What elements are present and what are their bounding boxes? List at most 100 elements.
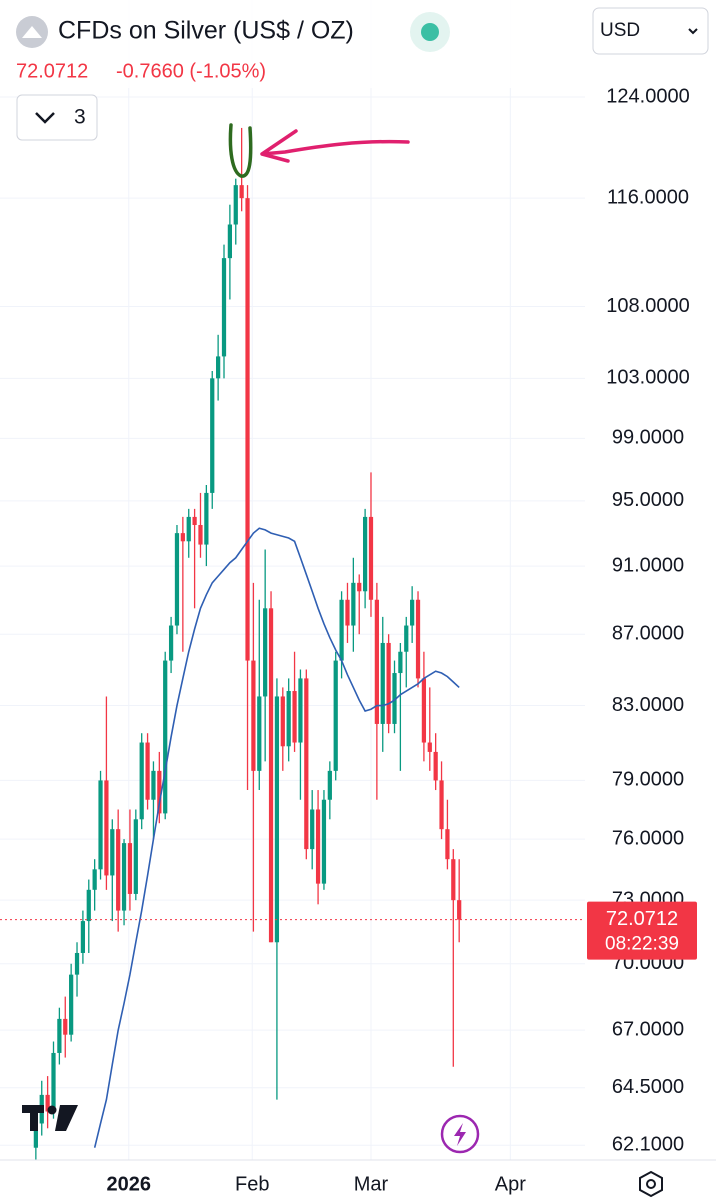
y-tick-label: 83.0000 xyxy=(612,694,684,716)
candle-body xyxy=(145,742,150,800)
settings-button[interactable] xyxy=(639,1170,663,1198)
hand-drawn-arrow xyxy=(260,129,410,163)
countdown-label: 08:22:39 xyxy=(605,934,679,955)
chart-title: CFDs on Silver (US$ / OZ) xyxy=(58,17,354,45)
price-tag-label: 72.0712 xyxy=(606,908,678,930)
lightning-button[interactable] xyxy=(440,1114,480,1154)
candle-body xyxy=(380,642,385,724)
candle-body xyxy=(292,691,297,743)
candle-body xyxy=(398,651,403,674)
candle-body xyxy=(98,780,103,870)
candle-body xyxy=(69,974,74,1035)
candle-body xyxy=(221,258,227,357)
candle-body xyxy=(310,809,315,850)
candle-body xyxy=(315,809,321,884)
currency-select[interactable]: USD xyxy=(592,7,709,55)
candle-body xyxy=(186,516,191,542)
candle-body xyxy=(245,198,250,661)
candle-body xyxy=(110,829,115,876)
candle-body xyxy=(239,185,244,199)
candle-body xyxy=(421,678,427,743)
candle-body xyxy=(192,516,197,525)
symbol-logo xyxy=(16,16,48,48)
y-tick-label: 124.0000 xyxy=(606,85,689,107)
candle-body xyxy=(163,660,168,814)
candle-body xyxy=(374,599,379,724)
price-change: -0.7660 (-1.05%) xyxy=(116,60,266,82)
candle-body xyxy=(104,780,109,876)
y-tick-label: 116.0000 xyxy=(607,186,689,208)
candle-body xyxy=(439,780,444,830)
y-tick-label: 79.0000 xyxy=(612,769,684,791)
candle-body xyxy=(321,799,327,884)
y-tick-label: 108.0000 xyxy=(606,295,689,317)
y-tick-label: 76.0000 xyxy=(612,827,684,849)
candle-body xyxy=(204,492,209,545)
candle-body xyxy=(227,224,233,259)
candle-body xyxy=(333,660,338,771)
candle-body xyxy=(127,843,133,894)
candle-body xyxy=(392,673,397,724)
candle-body xyxy=(216,356,221,379)
candle-body xyxy=(268,608,274,943)
candle-body xyxy=(116,829,121,911)
candle-body xyxy=(168,625,174,661)
candle-body xyxy=(45,1094,50,1112)
grid xyxy=(0,0,585,1160)
candle-body xyxy=(63,1018,68,1035)
candle-body xyxy=(415,599,421,679)
candle-body xyxy=(433,751,438,781)
y-tick-label: 87.0000 xyxy=(612,622,684,644)
axis: 124.0000 116.0000 108.0000 103.0000 99.0000 9… xyxy=(0,85,716,1195)
candle-body xyxy=(198,524,203,545)
candle-body xyxy=(280,696,285,747)
y-tick-label: 64.5000 xyxy=(612,1076,684,1098)
x-tick-label: Feb xyxy=(235,1173,269,1195)
indicator-count[interactable]: 3 xyxy=(74,106,86,129)
y-tick-label: 99.0000 xyxy=(612,427,684,449)
candle-body xyxy=(445,829,450,860)
candle-body xyxy=(274,696,280,943)
currency-label[interactable]: USD xyxy=(600,20,640,41)
tradingview-logo xyxy=(22,1105,78,1131)
candle-body xyxy=(57,1018,62,1053)
x-tick-label: Apr xyxy=(495,1173,526,1195)
header-bg xyxy=(0,0,585,88)
candle-body xyxy=(157,770,162,814)
candle-body xyxy=(304,678,309,850)
candle-body xyxy=(286,691,291,747)
candle-body xyxy=(92,869,97,890)
candle-body xyxy=(404,625,409,652)
candle-body xyxy=(51,1052,56,1112)
candle-body xyxy=(33,1123,38,1148)
candle-body xyxy=(410,599,415,626)
moving-average-line xyxy=(93,527,460,1148)
candle-body xyxy=(339,599,344,661)
candle-body xyxy=(345,599,350,626)
indicator-toggle[interactable]: 3 xyxy=(16,94,98,141)
candle-body xyxy=(233,185,238,225)
candle-body xyxy=(457,900,462,920)
candle-body xyxy=(251,660,256,771)
candle-body xyxy=(74,952,80,975)
candle-body xyxy=(357,582,362,592)
candle-body xyxy=(386,642,391,724)
plot xyxy=(0,127,585,1160)
candle-body xyxy=(151,770,156,800)
y-tick-label: 62.1000 xyxy=(612,1134,684,1156)
status-dot xyxy=(421,23,439,41)
y-tick-label: 103.0000 xyxy=(606,367,689,389)
candle-body xyxy=(121,843,127,911)
x-tick-label: 2026 xyxy=(107,1173,152,1195)
candle-body xyxy=(362,516,368,592)
hand-drawn-circle xyxy=(228,123,253,178)
candle-body xyxy=(368,516,374,600)
y-tick-label: 91.0000 xyxy=(612,554,684,576)
candle-body xyxy=(139,742,144,820)
price-tag xyxy=(587,901,697,960)
candle-body xyxy=(327,770,332,800)
x-tick-label: Mar xyxy=(354,1173,389,1195)
candle-body xyxy=(351,582,356,626)
y-tick-label: 95.0000 xyxy=(612,489,684,511)
candle-body xyxy=(174,533,180,626)
